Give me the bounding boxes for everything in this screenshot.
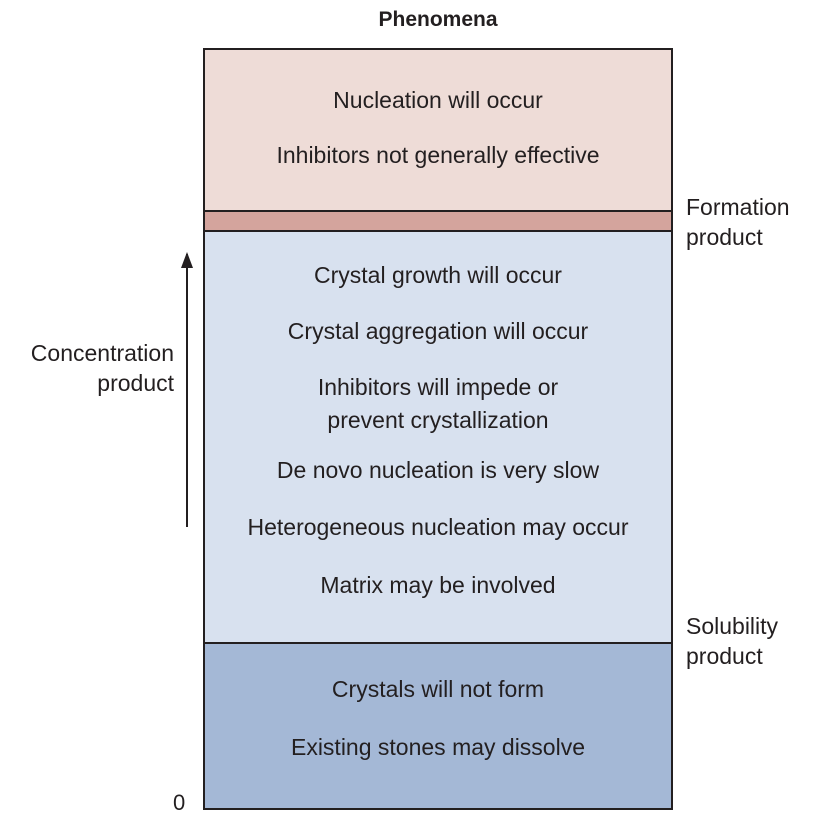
zone-text: Matrix may be involved: [320, 572, 556, 598]
undersaturated-zone: Crystals will not form Existing stones m…: [205, 644, 671, 808]
zone-text: Nucleation will occur: [333, 87, 543, 113]
zone-text: Existing stones may dissolve: [290, 734, 585, 760]
zero-label: 0: [173, 790, 186, 815]
zone-text: prevent crystallization: [327, 407, 549, 433]
zone-text: Crystal aggregation will occur: [287, 318, 589, 344]
metastable-zone: Crystal growth will occur Crystal aggreg…: [205, 232, 671, 644]
zone-text: Inhibitors not generally effective: [276, 142, 600, 168]
zone-text: Inhibitors will impede or: [317, 374, 559, 400]
zone-text: De novo nucleation is very slow: [276, 457, 600, 483]
zone-text: Crystals will not form: [331, 676, 545, 702]
concentration-product-label: Concentration product: [30, 340, 174, 396]
nucleation-zone: Nucleation will occur Inhibitors not gen…: [205, 50, 671, 210]
formation-product-band: [205, 210, 671, 232]
phenomena-box: Nucleation will occur Inhibitors not gen…: [203, 48, 673, 810]
arrow-up-icon: [181, 252, 193, 268]
solubility-product-label: Solubility product: [686, 613, 779, 669]
formation-product-label: Formation product: [686, 194, 790, 250]
diagram-title: Phenomena: [378, 8, 498, 31]
zone-text: Crystal growth will occur: [314, 262, 562, 288]
zone-text: Heterogeneous nucleation may occur: [247, 514, 629, 540]
concentration-arrow-shaft: [186, 254, 188, 527]
